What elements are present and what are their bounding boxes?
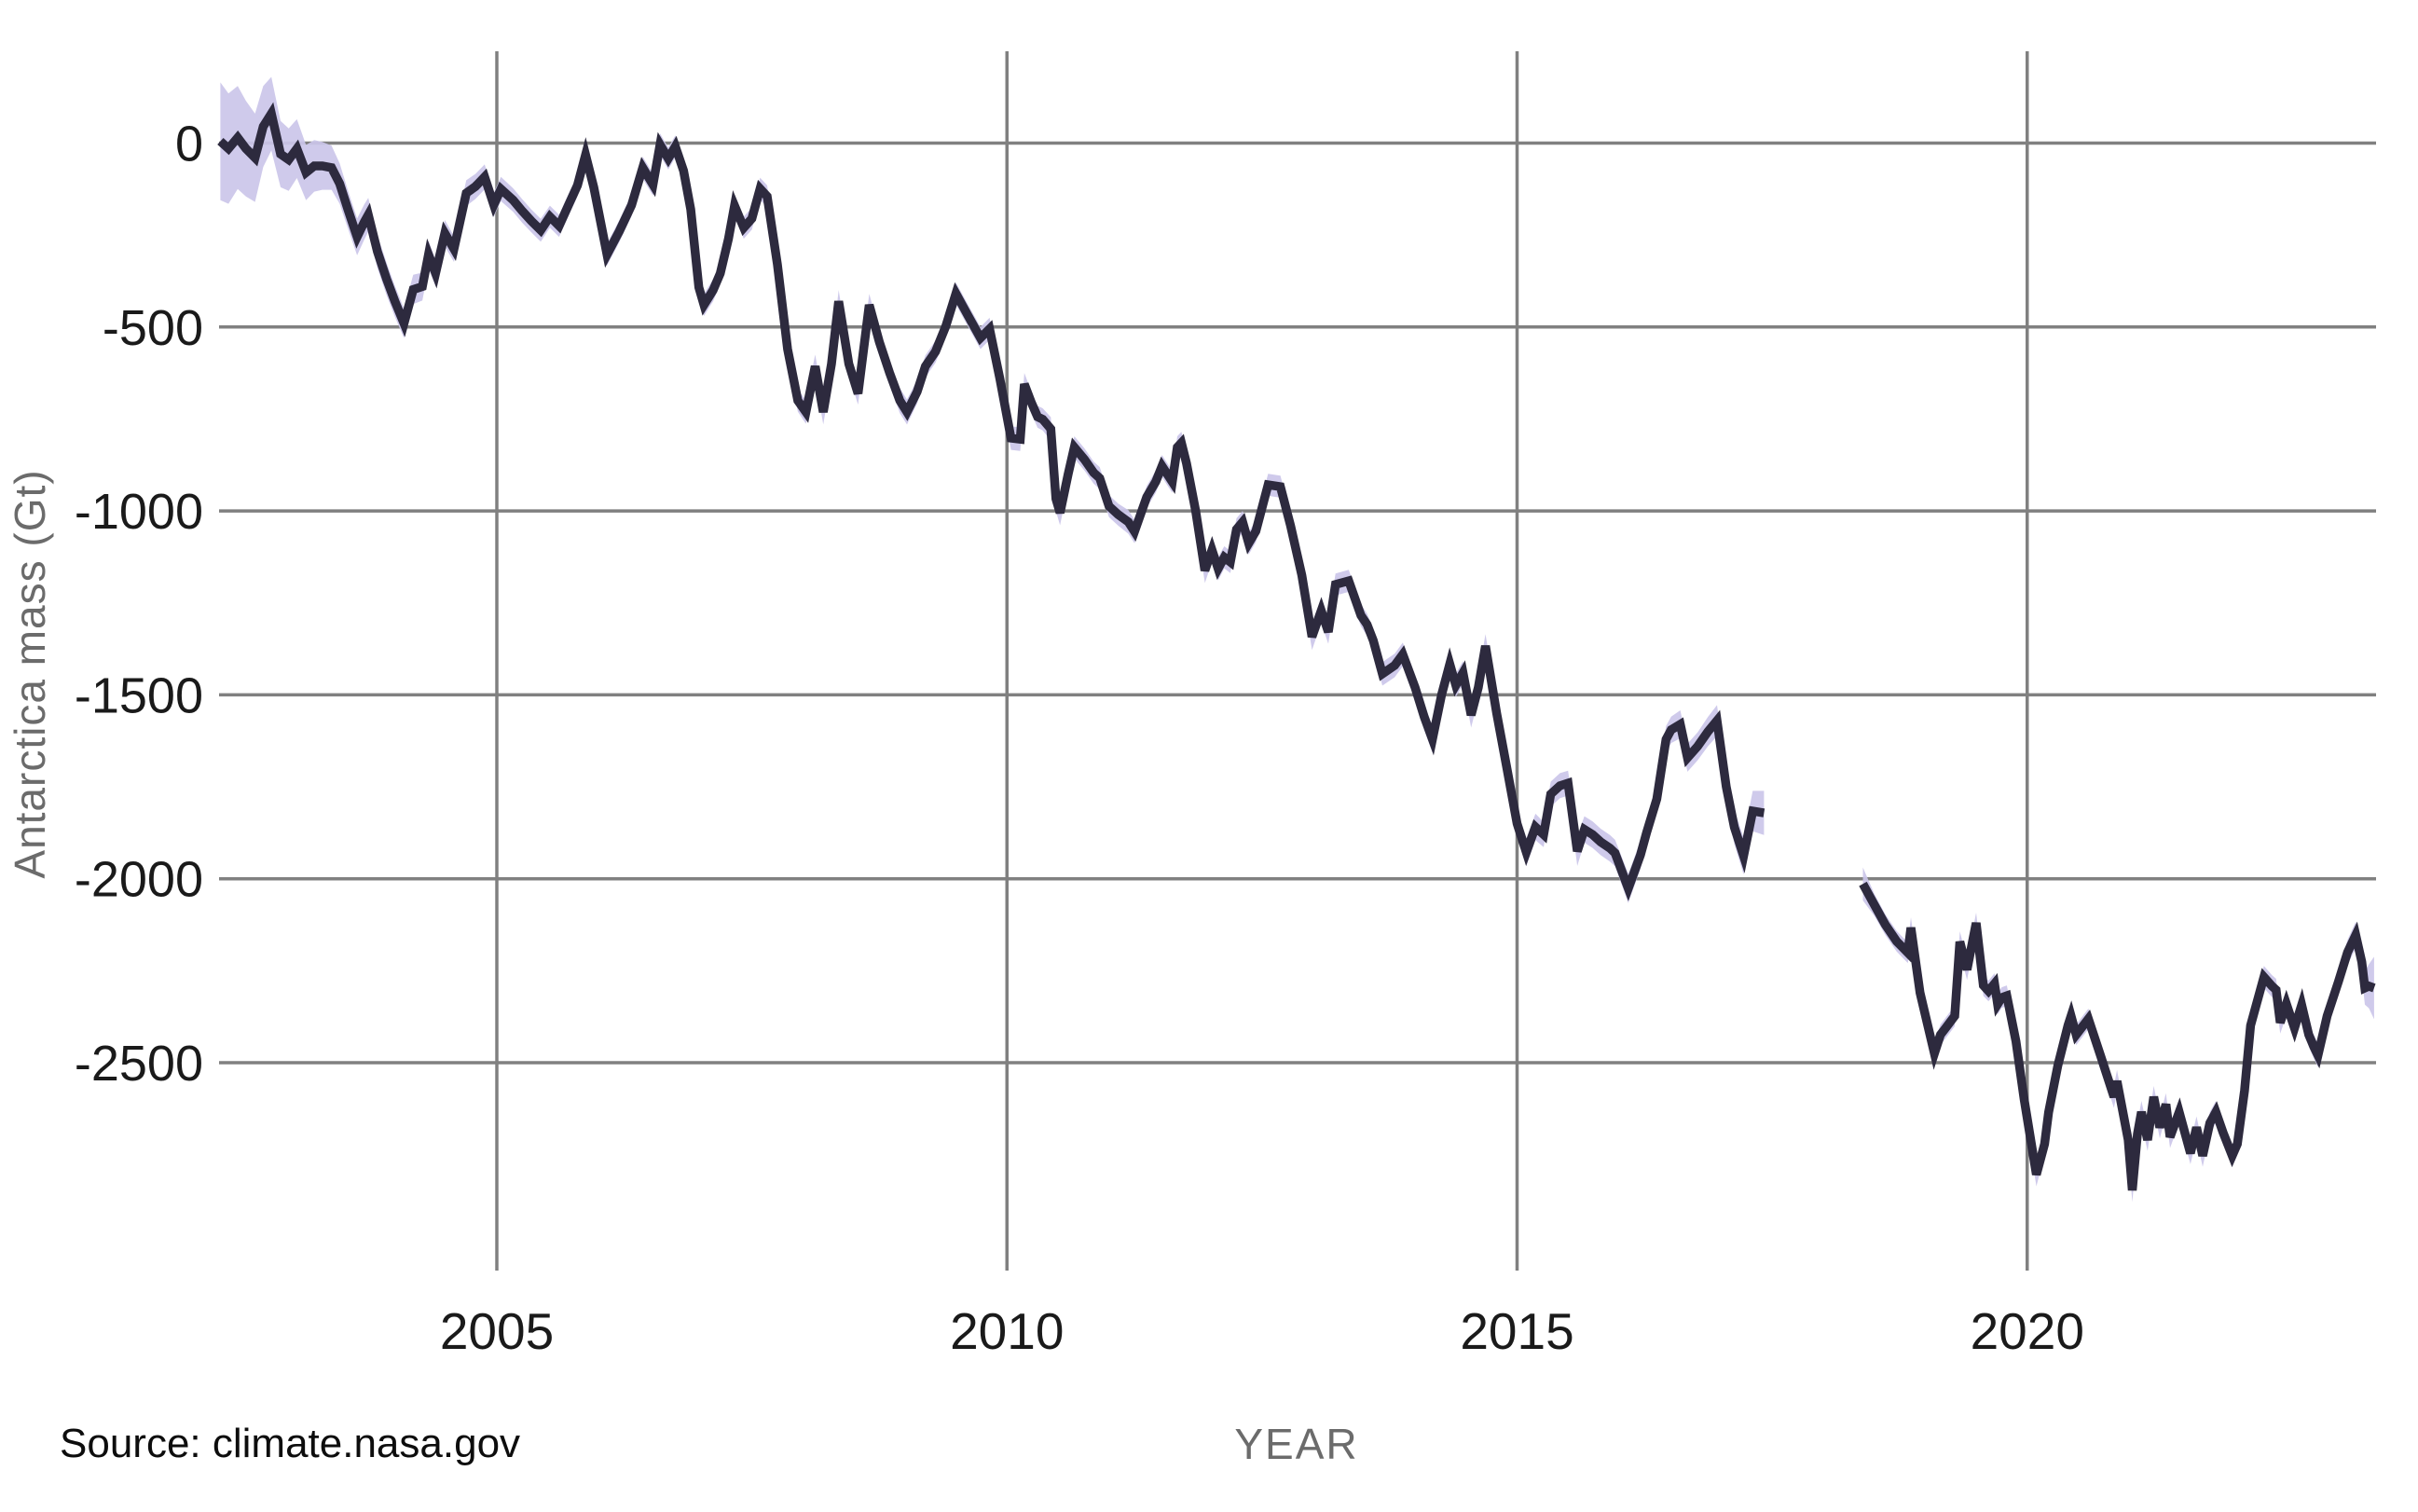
- confidence-band-layer: [220, 76, 2374, 1203]
- x-axis-title: YEAR: [1234, 1420, 1359, 1468]
- source-note: Source: climate.nasa.gov: [60, 1421, 521, 1466]
- x-tick-labels: 2005 2010 2015 2020: [440, 1302, 2084, 1360]
- y-tick-label: -2000: [75, 852, 203, 908]
- y-axis-title: Antarctica mass (Gt): [6, 469, 54, 879]
- confidence-band: [220, 76, 1765, 903]
- x-tick-label: 2020: [1971, 1302, 2084, 1360]
- grid-layer: [219, 51, 2376, 1271]
- x-tick-label: 2015: [1460, 1302, 1573, 1360]
- x-tick-label: 2010: [950, 1302, 1064, 1360]
- mass-line: [1859, 881, 2376, 1191]
- y-tick-label: -1000: [75, 484, 203, 540]
- y-tick-label: 0: [175, 117, 203, 172]
- y-tick-label: -2500: [75, 1036, 203, 1092]
- y-tick-labels: 0 -500 -1000 -1500 -2000 -2500: [75, 117, 203, 1093]
- mass-line: [217, 102, 1765, 901]
- y-tick-label: -500: [103, 300, 203, 356]
- mass-line-layer: [217, 102, 2376, 1191]
- x-tick-label: 2005: [440, 1302, 554, 1360]
- y-tick-label: -1500: [75, 667, 203, 723]
